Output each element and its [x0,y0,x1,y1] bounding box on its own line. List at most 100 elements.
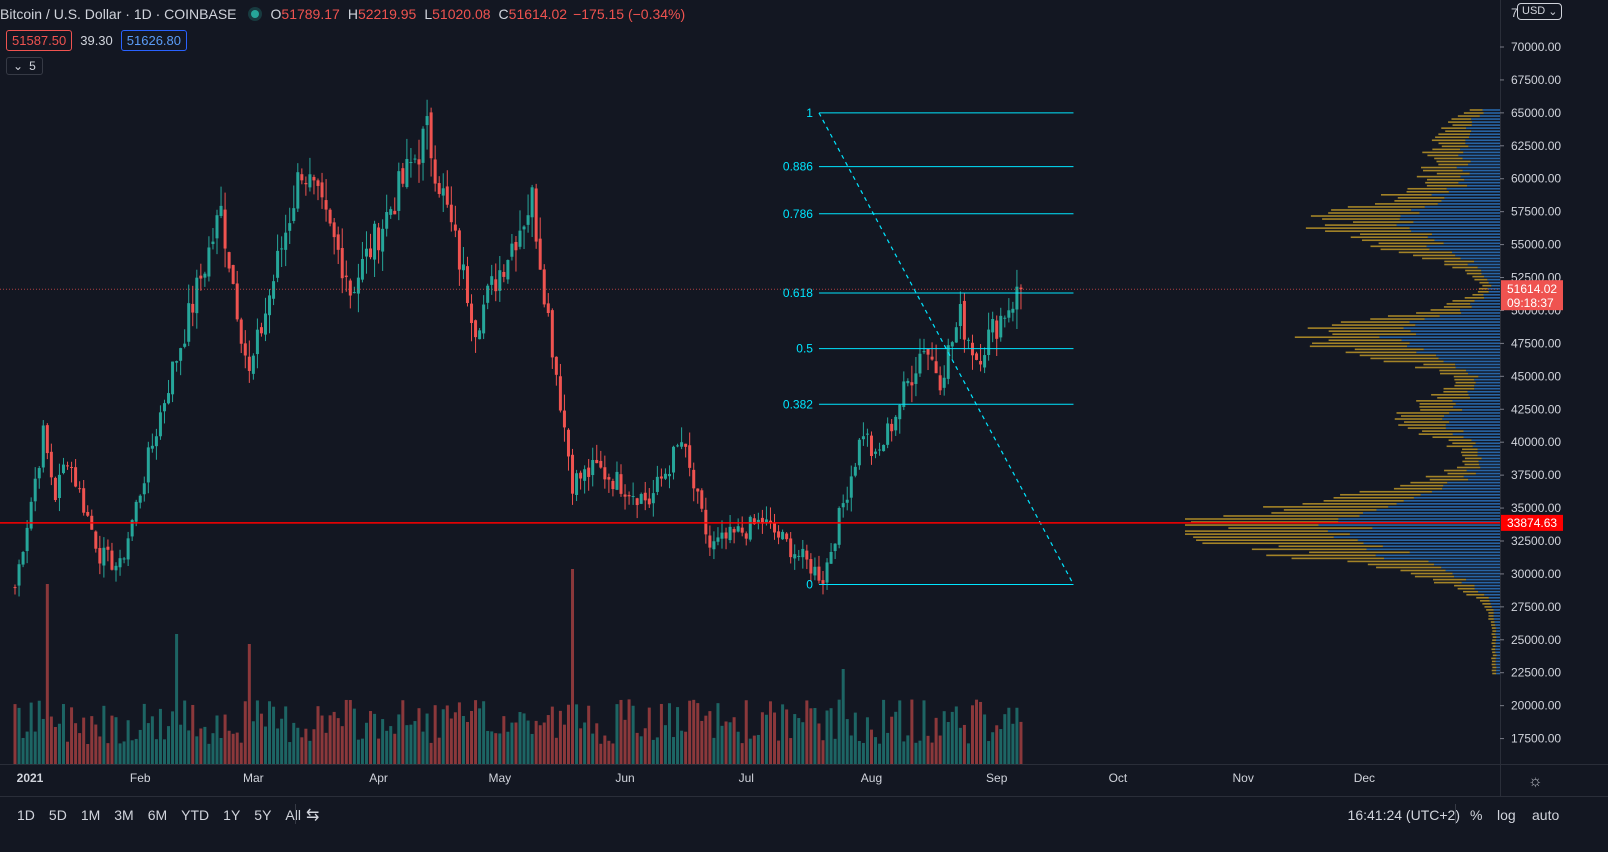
candle-body [49,451,53,478]
volume-profile-up [1495,663,1500,666]
clock[interactable]: 16:41:24 (UTC+2) [1347,807,1460,823]
volume-profile-down [1309,551,1410,554]
tf-1m[interactable]: 1M [80,807,101,823]
volume-profile-up [1424,206,1500,208]
volume-profile-down [1440,372,1468,375]
volume-bar [768,701,772,764]
volume-bar [627,699,631,764]
tf-6m[interactable]: 6M [147,807,168,823]
volume-profile-up [1445,427,1500,429]
volume-profile-up [1318,524,1500,526]
settings-gear-icon[interactable]: ☼ [1528,773,1543,790]
volume-profile-up [1468,163,1500,166]
volume-profile-up [1453,406,1500,408]
volume-bar [938,735,942,764]
volume-bar [518,712,522,764]
percent-toggle[interactable]: % [1470,807,1483,823]
symbol-title[interactable]: Bitcoin / U.S. Dollar · 1D · COINBASE [0,6,237,22]
volume-profile-up [1455,254,1500,257]
close-value: 51614.02 [508,6,568,22]
candle-body [518,230,522,247]
volume-bar [506,731,510,764]
volume-bar [296,727,300,764]
volume-profile-down [1456,466,1481,469]
tf-all[interactable]: All [285,807,301,823]
candle-body [255,329,259,355]
candle-body [748,516,752,540]
volume-profile-up [1495,639,1500,641]
volume-profile-up [1462,157,1500,160]
volume-profile-up [1481,269,1500,272]
volume-bar [538,725,542,764]
volume-bar [441,709,445,764]
volume-profile-up [1338,521,1500,523]
buy-button[interactable]: 51626.80 [120,30,188,51]
candle-body [393,210,397,215]
volume-bar [445,705,449,764]
volume-profile-down [1307,327,1404,329]
fib-level-label: 0 [806,577,813,591]
tf-3m[interactable]: 3M [114,807,134,823]
price-tick-label: 40000.00 [1511,435,1561,449]
volume-profile-down [1488,612,1494,614]
candle-body [958,303,962,326]
tf-ytd[interactable]: YTD [181,807,210,823]
volume-profile-down [1432,148,1461,151]
candle-body [918,353,922,374]
tf-5d[interactable]: 5D [48,807,67,823]
volume-profile-up [1475,442,1500,445]
volume-profile-up [1471,130,1500,132]
volume-bar [954,706,958,764]
volume-bar [276,728,280,764]
indicators-toggle[interactable]: ⌄ 5 [6,57,43,75]
volume-bar [425,713,429,764]
volume-profile-down [1443,390,1468,393]
candle-body [615,471,619,490]
volume-profile-down [1415,366,1456,369]
candle-body [457,230,461,270]
chevron-down-icon: ⌄ [13,59,24,73]
candle-body [304,182,308,185]
market-status-icon[interactable] [250,10,259,18]
tf-5y[interactable]: 5Y [254,807,272,823]
candle-body [558,376,562,411]
volume-profile-up [1449,421,1500,423]
candle-body [845,499,849,503]
volume-bar [708,711,712,764]
volume-profile-up [1460,175,1500,178]
volume-profile-down [1462,460,1479,463]
candle-body [732,529,736,533]
candle-body [356,277,360,294]
currency-selector[interactable]: USD ⌄ [1517,3,1563,20]
volume-profile-down [1407,187,1447,190]
volume-profile-up [1444,415,1500,417]
volume-bar [102,705,106,764]
candle-body [429,112,433,159]
volume-profile-up [1495,642,1500,645]
volume-bar [21,737,25,764]
volume-profile-down [1482,284,1492,287]
volume-profile-down [1333,496,1414,499]
volume-profile-up [1445,424,1500,426]
tf-1d[interactable]: 1D [17,807,35,823]
low-label: L [424,6,433,22]
log-toggle[interactable]: log [1497,807,1516,823]
tf-1y[interactable]: 1Y [223,807,241,823]
candle-body [57,474,61,499]
candle-body [364,248,368,257]
volume-bar [199,728,203,764]
candle-body [603,467,607,480]
fib-trend-line [818,112,1075,585]
sell-button[interactable]: 51587.50 [6,30,73,51]
symbol-header: Bitcoin / U.S. Dollar · 1D · COINBASE O5… [0,4,685,24]
auto-toggle[interactable]: auto [1532,807,1560,823]
date-range-icon[interactable]: ⇆ [306,807,320,824]
candle-body [381,228,385,252]
volume-profile-down [1491,627,1496,629]
volume-bar [255,700,259,764]
volume-bar [86,743,90,764]
volume-profile-down [1477,290,1489,293]
volume-profile-down [1491,669,1497,672]
